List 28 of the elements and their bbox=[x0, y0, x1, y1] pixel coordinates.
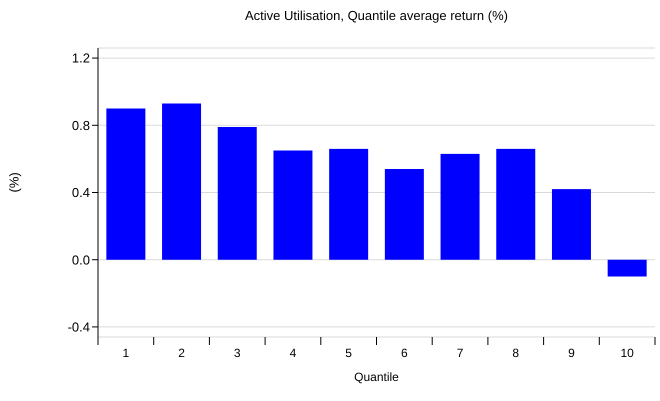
x-tick-label: 2 bbox=[178, 346, 186, 360]
bar bbox=[440, 154, 480, 260]
y-tick-label: 0.4 bbox=[72, 185, 90, 200]
x-axis-title: Quantile bbox=[354, 370, 400, 384]
bar bbox=[273, 150, 312, 260]
bar bbox=[162, 103, 202, 260]
bar bbox=[496, 148, 536, 260]
bar bbox=[106, 108, 146, 260]
x-tick-label: 10 bbox=[620, 346, 634, 360]
x-tick-label: 9 bbox=[568, 346, 576, 360]
y-axis-title: (%) bbox=[6, 172, 22, 192]
y-tick-label: 0.8 bbox=[72, 118, 90, 133]
x-tick-label: 6 bbox=[401, 346, 408, 360]
bar bbox=[552, 189, 591, 260]
x-tick-label: 3 bbox=[234, 346, 241, 360]
y-tick-label: -0.4 bbox=[68, 320, 90, 335]
x-tick-label: 1 bbox=[122, 346, 130, 360]
bar bbox=[218, 126, 257, 260]
bar bbox=[608, 260, 647, 277]
y-tick-label: 1.2 bbox=[72, 50, 90, 66]
x-tick-label: 4 bbox=[290, 346, 297, 360]
bar bbox=[329, 148, 368, 260]
y-tick-label: 0.0 bbox=[72, 252, 90, 268]
x-tick-label: 5 bbox=[345, 346, 352, 360]
x-tick-label: 8 bbox=[512, 346, 520, 360]
chart-title: Active Utilisation, Quantile average return (%) bbox=[244, 8, 509, 23]
bar bbox=[384, 168, 424, 260]
x-tick-label: 7 bbox=[456, 346, 464, 360]
